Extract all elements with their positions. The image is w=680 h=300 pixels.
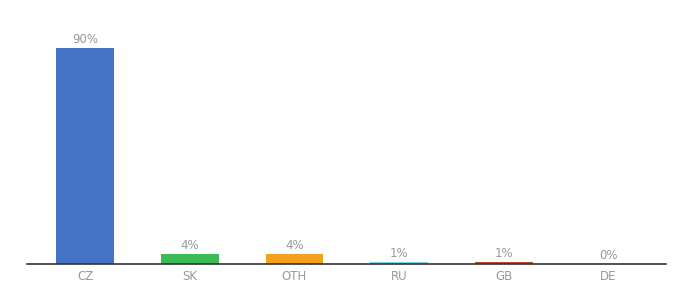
Text: 4%: 4% (180, 239, 199, 253)
Bar (56, 48, 114, 264)
Text: 1%: 1% (494, 247, 513, 260)
Bar (266, 254, 323, 264)
Text: 0%: 0% (599, 249, 618, 262)
Bar (475, 262, 532, 264)
Text: 4%: 4% (285, 239, 304, 253)
Bar (371, 262, 428, 264)
Bar (161, 254, 218, 264)
Text: 90%: 90% (72, 33, 98, 46)
Text: 1%: 1% (390, 247, 409, 260)
